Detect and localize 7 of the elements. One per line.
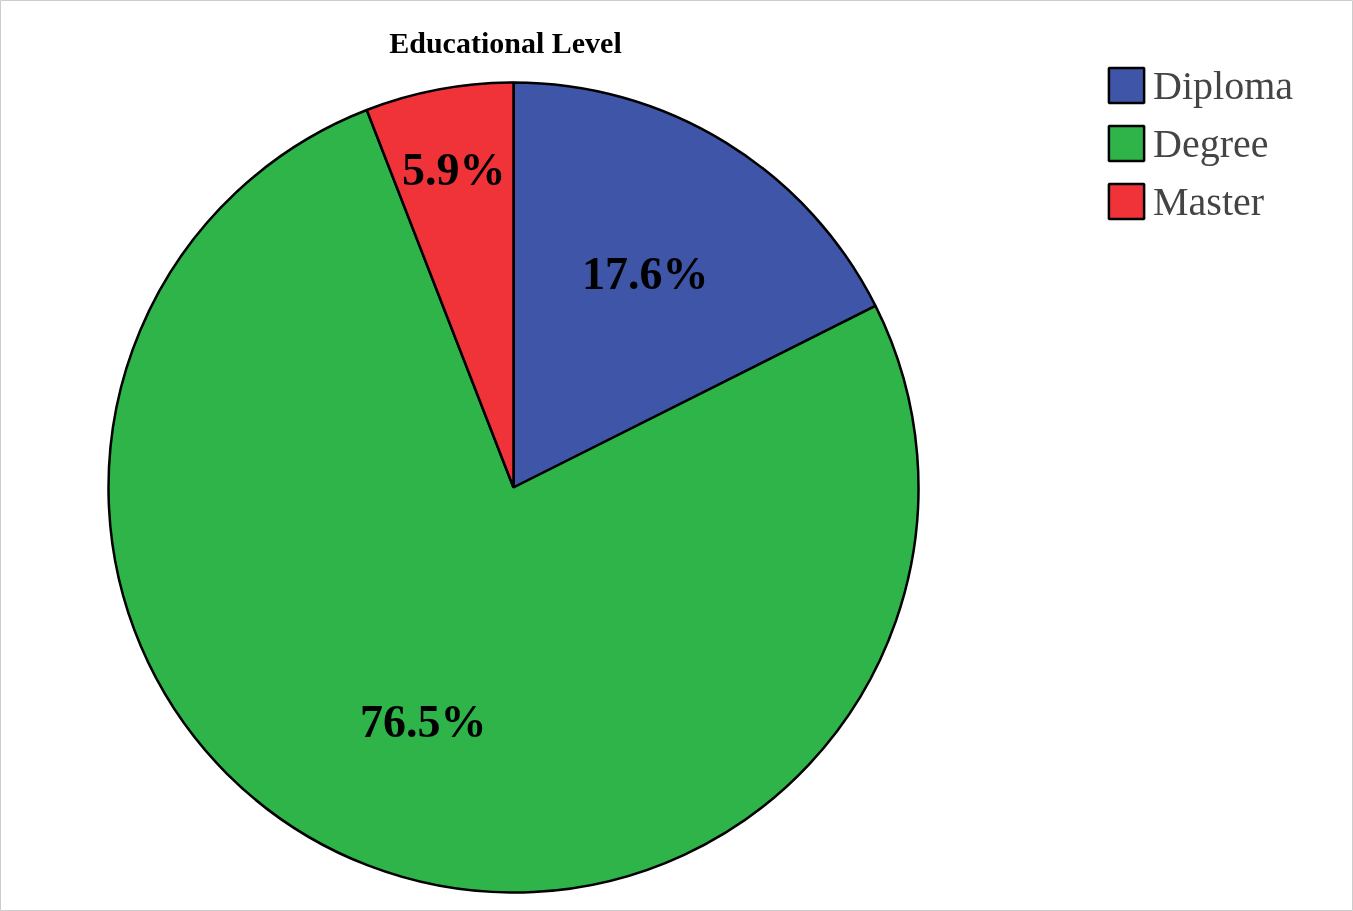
data-label: 17.6% <box>582 248 709 300</box>
chart-title: Educational Level <box>389 26 622 59</box>
data-label: 76.5% <box>360 696 487 748</box>
legend-label: Master <box>1153 177 1265 226</box>
data-label: 5.9% <box>402 143 506 195</box>
legend-label: Diploma <box>1153 61 1293 110</box>
legend-label: Degree <box>1153 119 1269 168</box>
